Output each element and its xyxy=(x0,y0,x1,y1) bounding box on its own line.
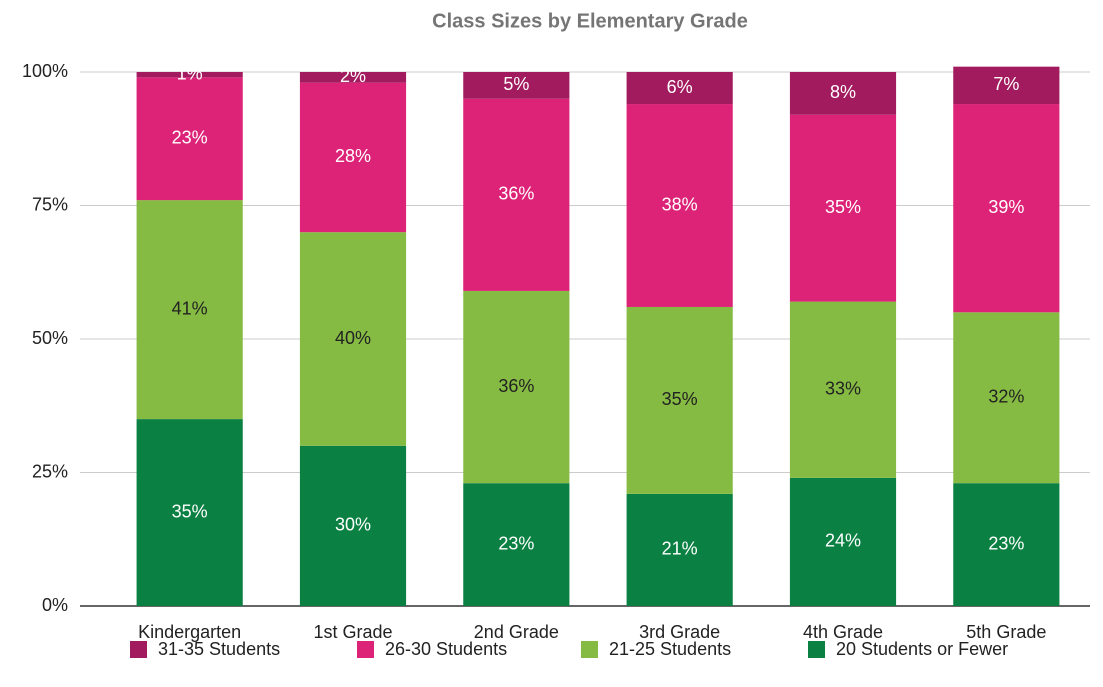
data-label: 41% xyxy=(172,298,208,318)
y-tick-label: 50% xyxy=(32,328,68,348)
bar-segment xyxy=(299,72,407,83)
bar-segment xyxy=(299,445,407,606)
legend-swatch xyxy=(130,641,147,658)
bar-segment xyxy=(463,290,570,484)
data-label: 23% xyxy=(988,533,1024,553)
data-label: 30% xyxy=(335,515,371,535)
data-label: 23% xyxy=(172,128,208,148)
bar-segment xyxy=(953,104,1060,313)
data-label: 36% xyxy=(498,184,534,204)
legend-swatch xyxy=(581,641,598,658)
bar-segment xyxy=(789,114,897,302)
y-tick-label: 25% xyxy=(32,461,68,481)
x-tick-label: 2nd Grade xyxy=(474,622,559,642)
legend-swatch xyxy=(808,641,825,658)
chart-title: Class Sizes by Elementary Grade xyxy=(432,10,748,32)
data-label: 21% xyxy=(662,539,698,559)
bar-segment xyxy=(626,493,733,606)
y-tick-label: 100% xyxy=(22,61,68,81)
bar-segment xyxy=(136,419,243,606)
data-label: 35% xyxy=(825,197,861,217)
data-label: 7% xyxy=(993,74,1019,94)
data-label: 8% xyxy=(830,82,856,102)
data-label: 32% xyxy=(988,386,1024,406)
legend-label: 20 Students or Fewer xyxy=(836,639,1008,659)
bar-segment xyxy=(299,232,407,446)
bar-segment xyxy=(953,312,1060,484)
x-tick-label: 4th Grade xyxy=(803,622,883,642)
legend-label: 21-25 Students xyxy=(609,639,731,659)
data-label: 5% xyxy=(503,74,529,94)
bar-segment xyxy=(789,477,897,606)
x-tick-label: Kindergarten xyxy=(138,622,241,642)
x-tick-label: 1st Grade xyxy=(313,622,392,642)
data-label: 6% xyxy=(667,77,693,97)
bar-segment xyxy=(136,72,243,78)
bar-segment xyxy=(136,200,243,420)
data-label: 38% xyxy=(662,194,698,214)
data-label: 33% xyxy=(825,378,861,398)
data-label: 35% xyxy=(662,389,698,409)
legend-label: 26-30 Students xyxy=(385,639,507,659)
bar-segment xyxy=(789,72,897,115)
bar-segment xyxy=(953,66,1060,105)
bar-segment xyxy=(463,98,570,291)
y-tick-label: 75% xyxy=(32,194,68,214)
data-label: 24% xyxy=(825,531,861,551)
x-tick-label: 5th Grade xyxy=(966,622,1046,642)
bar-segment xyxy=(626,72,733,105)
bar-segment xyxy=(299,82,407,233)
bar-segment xyxy=(136,77,243,201)
bar-segment xyxy=(953,483,1060,606)
bar-segment xyxy=(463,483,570,606)
data-label: 39% xyxy=(988,197,1024,217)
data-label: 1% xyxy=(177,63,203,83)
data-label: 36% xyxy=(498,376,534,396)
bar-segment xyxy=(626,104,733,307)
legend-swatch xyxy=(357,641,374,658)
data-label: 23% xyxy=(498,533,534,553)
bar-segment xyxy=(789,301,897,478)
legend-label: 31-35 Students xyxy=(158,639,280,659)
bar-segment xyxy=(463,72,570,99)
data-label: 28% xyxy=(335,146,371,166)
y-tick-label: 0% xyxy=(42,595,68,615)
data-label: 2% xyxy=(340,66,366,86)
bar-segment xyxy=(626,306,733,494)
data-label: 40% xyxy=(335,328,371,348)
x-tick-label: 3rd Grade xyxy=(639,622,720,642)
data-label: 35% xyxy=(172,501,208,521)
